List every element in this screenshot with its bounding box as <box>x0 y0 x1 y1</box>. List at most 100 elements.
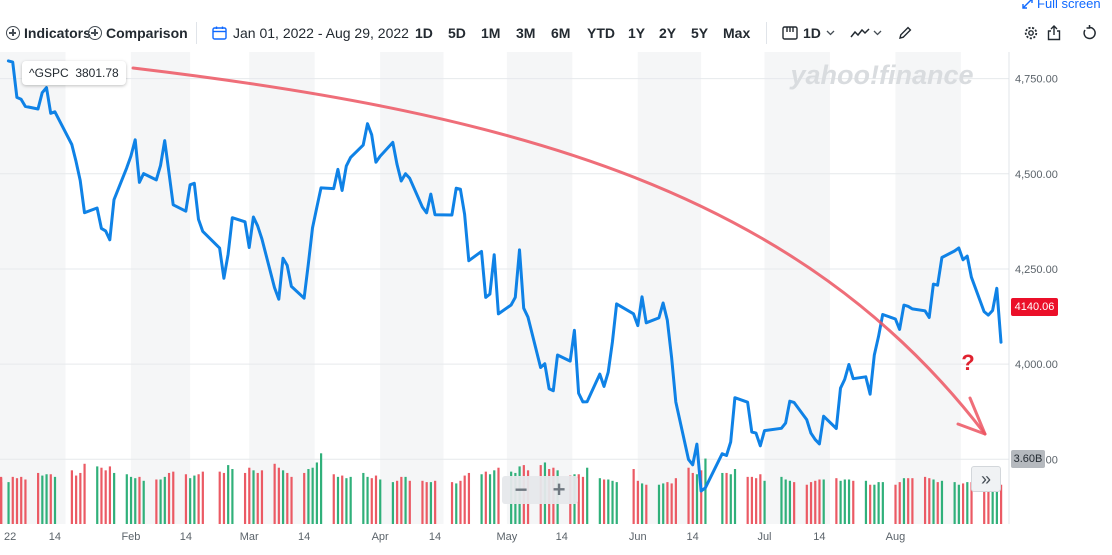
interval-select[interactable]: 1D <box>782 23 835 43</box>
volume-bar <box>670 483 673 524</box>
volume-bar <box>374 475 378 524</box>
y-tick-label: 4,750.00 <box>1015 74 1058 86</box>
symbol-legend: ^GSPC 3801.78 <box>22 61 126 85</box>
volume-bar <box>260 470 264 524</box>
volume-bar <box>987 476 990 524</box>
volume-bar <box>172 471 175 524</box>
x-tick-label: 14 <box>429 531 441 543</box>
x-tick-label: Aug <box>886 531 906 543</box>
volume-bar <box>79 472 82 524</box>
full-screen-button[interactable]: Full screen <box>1022 0 1101 11</box>
chart-type-select[interactable] <box>850 23 882 43</box>
volume-bar <box>966 482 969 524</box>
volume-bar <box>632 469 635 524</box>
chevron-down-icon <box>826 30 835 36</box>
zoom-out-button[interactable]: − <box>514 477 528 502</box>
indicators-button[interactable]: Indicators <box>6 23 91 43</box>
x-tick-label: Feb <box>121 531 140 543</box>
x-tick-label: 14 <box>49 531 61 543</box>
volume-bar <box>636 480 639 524</box>
volume-bar <box>991 475 994 524</box>
volume-bar <box>467 472 471 524</box>
range-ytd[interactable]: YTD <box>587 25 615 41</box>
month-band <box>130 52 191 524</box>
chart-area[interactable]: yahoo!finance 4,750.00 4,500.00 4,250.00 4,… <box>0 52 1112 550</box>
volume-bar <box>307 469 310 524</box>
volume-bar <box>932 479 935 524</box>
range-max[interactable]: Max <box>723 25 751 41</box>
range-5d[interactable]: 5D <box>448 25 466 41</box>
volume-bar <box>273 463 276 524</box>
range-1d[interactable]: 1D <box>415 25 433 41</box>
comparison-button[interactable]: Comparison <box>88 23 188 43</box>
volume-bar <box>755 478 758 524</box>
volume-bar <box>193 475 196 524</box>
volume-bar <box>666 482 669 524</box>
volume-bar <box>488 474 492 524</box>
volume-bar <box>894 484 897 524</box>
volume-bar <box>784 479 787 524</box>
volume-bar <box>319 453 323 524</box>
range-2y[interactable]: 2Y <box>659 25 677 41</box>
volume-bar <box>434 480 437 524</box>
volume-bar <box>911 478 914 524</box>
volume-bar <box>96 466 99 524</box>
volume-bar <box>645 484 648 524</box>
draw-button[interactable] <box>897 23 913 43</box>
date-range-picker[interactable]: Jan 01, 2022 - Aug 29, 2022 <box>212 23 409 43</box>
volume-bar <box>459 480 462 524</box>
volume-bar <box>480 474 483 524</box>
settings-button[interactable] <box>1023 23 1039 43</box>
range-3m[interactable]: 3M <box>516 25 536 41</box>
volume-bar <box>814 480 817 524</box>
volume-bar <box>995 484 998 524</box>
volume-bar <box>20 476 23 524</box>
volume-bar <box>793 482 796 524</box>
y-tick-label: 4,000.00 <box>1015 359 1058 371</box>
range-1m[interactable]: 1M <box>481 25 501 41</box>
zoom-in-button[interactable]: + <box>552 477 566 502</box>
volume-bar <box>640 483 644 524</box>
volume-bar <box>108 466 112 524</box>
volume-bar <box>303 472 306 524</box>
volume-bar <box>129 476 133 524</box>
volume-bar <box>125 474 128 524</box>
reset-button[interactable] <box>1082 23 1097 43</box>
volume-bar <box>0 478 3 524</box>
volume-bar <box>763 480 766 524</box>
volume-bar <box>281 470 285 524</box>
chevron-down-icon <box>873 30 882 36</box>
symbol-value: 3801.78 <box>75 66 119 80</box>
volume-bar <box>759 474 762 524</box>
volume-bar <box>733 469 737 524</box>
share-icon <box>1047 25 1061 41</box>
share-button[interactable] <box>1047 23 1061 43</box>
question-mark-annotation: ? <box>961 350 974 375</box>
range-1y[interactable]: 1Y <box>628 25 646 41</box>
last-price-badge: 4140.06 <box>1011 298 1058 316</box>
month-band <box>506 52 573 524</box>
volume-bar <box>657 484 661 524</box>
expand-icon <box>1022 0 1033 9</box>
x-tick-label: Jun <box>629 531 647 543</box>
volume-bar <box>167 472 171 524</box>
volume-bar <box>928 478 931 524</box>
volume-bar <box>11 476 14 524</box>
volume-bar <box>222 472 226 524</box>
month-band <box>380 52 444 524</box>
full-screen-label: Full screen <box>1037 0 1101 11</box>
scroll-to-latest-button[interactable]: » <box>971 466 1001 492</box>
x-tick-label: May <box>496 531 517 543</box>
date-range-label: Jan 01, 2022 - Aug 29, 2022 <box>233 25 409 41</box>
toolbar-divider <box>196 22 197 44</box>
volume-bar <box>404 476 407 524</box>
month-band <box>249 52 315 524</box>
volume-bar <box>923 476 927 524</box>
volume-bar <box>907 478 910 524</box>
volume-bar <box>113 472 116 524</box>
month-band <box>895 52 961 524</box>
volume-bar <box>189 478 192 524</box>
range-6m[interactable]: 6M <box>551 25 571 41</box>
range-5y[interactable]: 5Y <box>691 25 709 41</box>
volume-bar <box>615 482 618 524</box>
